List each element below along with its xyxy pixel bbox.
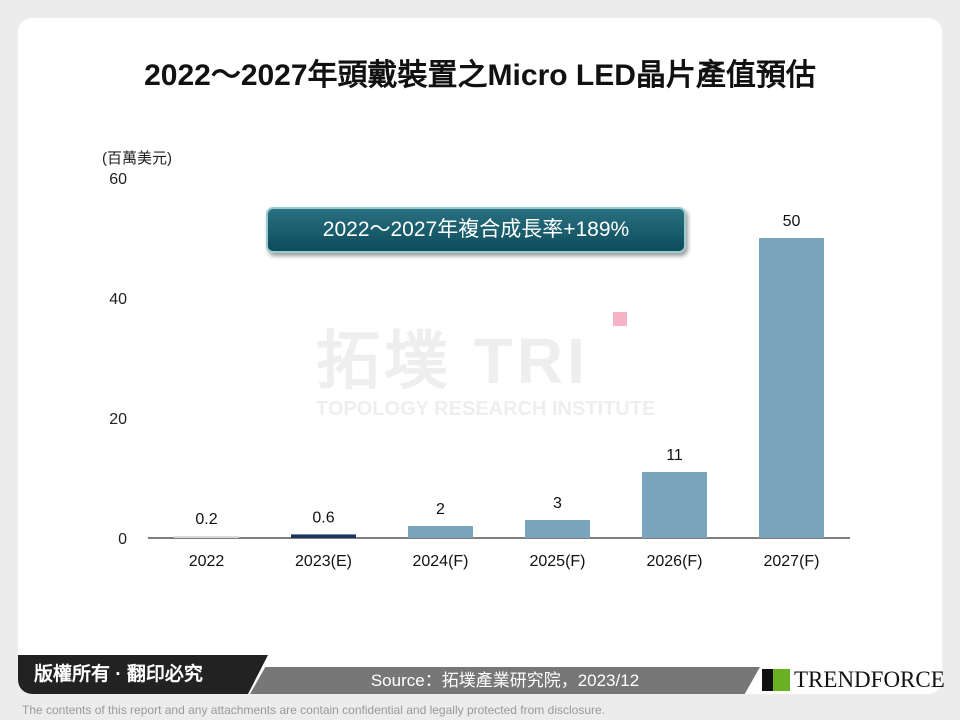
y-tick-label: 0: [118, 531, 127, 548]
y-tick-label: 60: [109, 171, 127, 188]
x-tick-label: 2025(F): [529, 553, 585, 570]
logo-icon: [762, 669, 790, 691]
bar: [174, 536, 239, 538]
trendforce-logo: TRENDFORCE: [762, 667, 945, 693]
y-tick-label: 40: [109, 291, 127, 308]
cagr-callout: 2022～2027年複合成長率+189%: [266, 207, 686, 253]
source-banner: Source：拓墣產業研究院，2023/12: [250, 667, 760, 694]
data-label: 0.6: [312, 509, 334, 526]
bar: [759, 238, 824, 538]
bar: [408, 526, 473, 538]
bar: [291, 534, 356, 538]
watermark-mark: [613, 312, 627, 326]
data-label: 11: [666, 447, 683, 464]
data-label: 2: [436, 501, 445, 518]
disclaimer: The contents of this report and any atta…: [22, 703, 605, 717]
data-label: 3: [553, 495, 562, 512]
watermark: 拓墣 TRI TOPOLOGY RESEARCH INSTITUTE: [316, 325, 656, 420]
x-tick-label: 2027(F): [763, 553, 819, 570]
x-tick-label: 2024(F): [412, 553, 468, 570]
page-title: 2022～2027年頭戴裝置之Micro LED晶片產值預估: [144, 59, 816, 92]
x-tick-label: 2026(F): [646, 553, 702, 570]
data-label: 0.2: [195, 511, 217, 528]
bar: [642, 472, 707, 538]
x-tick-label: 2022: [189, 553, 225, 570]
data-label: 50: [783, 213, 801, 230]
y-tick-label: 20: [109, 411, 127, 428]
copyright-banner: 版權所有 · 翻印必究: [18, 655, 268, 694]
y-axis-unit: (百萬美元): [102, 150, 172, 167]
x-tick-label: 2023(E): [295, 553, 352, 570]
bar: [525, 520, 590, 538]
